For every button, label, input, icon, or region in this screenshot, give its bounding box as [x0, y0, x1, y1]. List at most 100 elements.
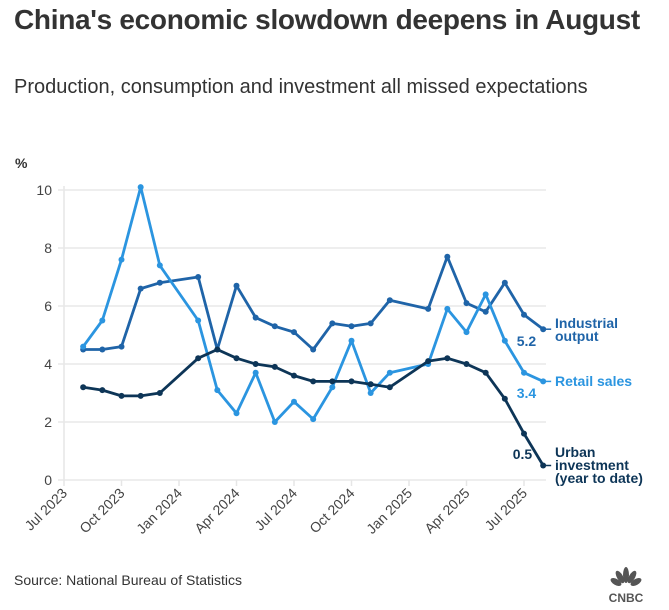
data-point	[482, 291, 489, 298]
data-point	[463, 300, 470, 307]
end-value-label: 0.5	[513, 446, 533, 462]
data-point	[482, 369, 489, 376]
data-point	[156, 262, 163, 269]
x-tick-label: Jan 2024	[133, 485, 185, 537]
data-point	[521, 311, 527, 318]
data-point	[118, 256, 125, 263]
data-point	[137, 285, 144, 292]
data-point	[521, 369, 527, 376]
data-point	[99, 387, 106, 394]
data-point	[214, 387, 221, 394]
chart-title: China's economic slowdown deepens in Aug…	[14, 4, 640, 35]
x-tick-label: Apr 2024	[191, 485, 243, 537]
y-tick-label: 6	[44, 298, 52, 314]
series-label: Industrial	[555, 315, 618, 331]
end-value-label: 5.2	[517, 333, 537, 349]
data-point	[367, 381, 374, 388]
series-label: output	[555, 328, 599, 344]
x-tick-label: Jul 2023	[21, 485, 70, 534]
data-point	[425, 305, 432, 312]
data-point	[310, 378, 317, 385]
data-point	[252, 369, 259, 376]
series-lines	[80, 184, 547, 469]
data-point	[501, 395, 508, 402]
x-tick-label: Apr 2025	[421, 485, 473, 537]
data-point	[118, 392, 125, 399]
data-point	[310, 416, 317, 423]
series-line-retail-sales	[82, 185, 544, 424]
series-label: (year to date)	[555, 470, 643, 486]
data-point	[233, 282, 240, 289]
x-tick-label: Jan 2025	[363, 485, 415, 537]
data-point	[367, 390, 374, 396]
data-point	[463, 329, 470, 336]
cnbc-logo: CNBC	[604, 566, 648, 605]
data-point	[291, 372, 297, 379]
y-axis-ticks: 0 2 4 6 8 10	[36, 182, 52, 488]
data-point	[137, 184, 144, 191]
data-point	[386, 384, 393, 391]
data-point	[195, 355, 202, 362]
data-point	[501, 279, 508, 286]
data-point	[329, 384, 336, 391]
data-point	[156, 279, 163, 286]
data-point	[348, 337, 355, 344]
y-tick-label: 2	[44, 414, 52, 430]
data-point	[252, 361, 259, 367]
data-point	[444, 355, 451, 362]
data-point	[425, 358, 432, 365]
data-point	[291, 398, 297, 405]
data-point	[348, 323, 355, 330]
series-line-industrial-output	[83, 255, 545, 351]
y-tick-label: 4	[44, 356, 52, 372]
data-point	[271, 419, 278, 425]
data-point	[80, 343, 87, 350]
series-label: Retail sales	[555, 373, 632, 389]
data-point	[444, 253, 451, 260]
x-tick-label: Jul 2025	[481, 485, 530, 534]
series-label: investment	[555, 457, 629, 473]
y-axis-unit-label: %	[15, 155, 28, 171]
y-tick-label: 8	[44, 240, 52, 256]
data-point	[386, 297, 393, 304]
data-point	[233, 410, 240, 417]
data-point	[233, 355, 240, 362]
data-point	[99, 346, 106, 353]
data-point	[195, 274, 202, 280]
data-point	[137, 392, 144, 399]
series-line-urban-investment-year-to-date-	[82, 348, 545, 467]
x-tick-label: Jul 2024	[251, 485, 300, 534]
data-point	[348, 378, 355, 385]
y-tick-label: 10	[36, 182, 52, 198]
data-point	[329, 378, 336, 385]
data-point	[501, 337, 508, 344]
data-point	[444, 305, 451, 312]
data-point	[482, 308, 489, 315]
source-note: Source: National Bureau of Statistics	[14, 572, 243, 588]
peacock-icon: CNBC	[609, 567, 644, 605]
x-axis-ticks: Jul 2023 Oct 2023 Jan 2024 Apr 2024 Jul 2024…	[21, 480, 530, 537]
y-tick-label: 0	[44, 472, 52, 488]
chart-subtitle: Production, consumption and investment a…	[14, 76, 588, 98]
end-value-label: 3.4	[517, 385, 537, 401]
data-point	[80, 384, 87, 391]
x-tick-label: Oct 2023	[76, 485, 128, 537]
gridlines	[58, 186, 546, 481]
cnbc-wordmark: CNBC	[609, 591, 644, 604]
data-point	[99, 317, 106, 324]
data-point	[367, 320, 374, 327]
data-point	[271, 363, 278, 370]
data-point	[156, 390, 163, 396]
data-point	[195, 317, 202, 324]
series-label: Urban	[555, 444, 595, 460]
data-point	[310, 346, 317, 353]
data-point	[521, 430, 527, 437]
x-tick-label: Oct 2024	[306, 485, 358, 537]
data-point	[386, 369, 393, 376]
data-point	[214, 346, 221, 353]
data-point	[463, 361, 470, 367]
data-point	[118, 343, 125, 350]
data-point	[329, 320, 336, 327]
